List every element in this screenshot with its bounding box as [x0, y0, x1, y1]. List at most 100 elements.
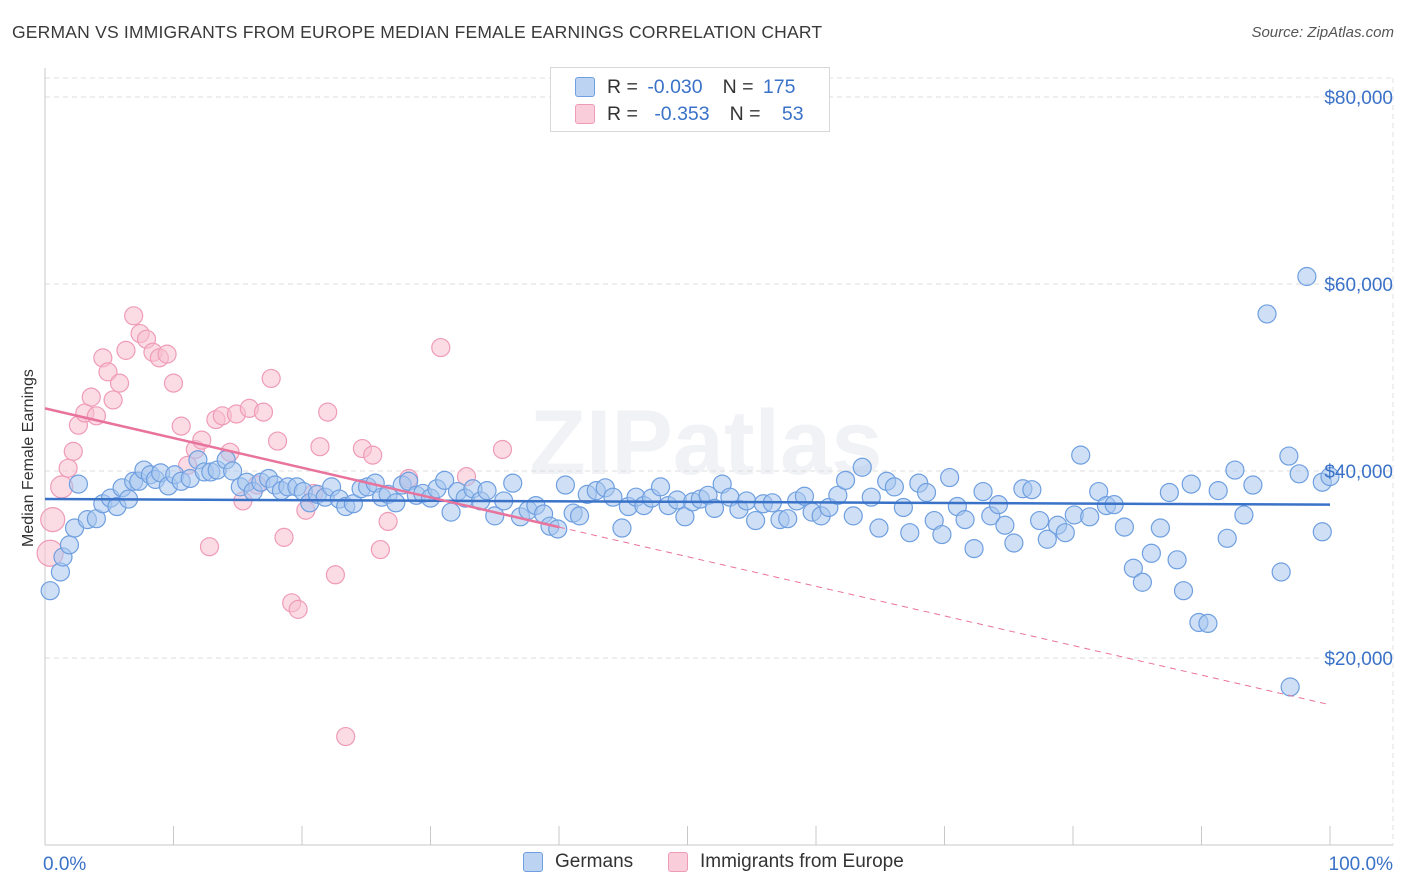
- x-tick-label-min: 0.0%: [43, 854, 86, 875]
- germans-point: [555, 475, 576, 495]
- immigrants-point: [370, 539, 390, 560]
- watermark: ZIPatlas: [530, 392, 883, 494]
- germans-point: [1159, 482, 1179, 503]
- immigrants-point: [431, 337, 451, 358]
- immigrants-points: [36, 306, 513, 747]
- immigrants-point: [40, 507, 66, 533]
- r-label: R =: [607, 102, 638, 125]
- legend-swatch-pink: [575, 104, 595, 124]
- germans-point: [1037, 529, 1057, 549]
- n-value-germans: 175: [762, 75, 796, 98]
- immigrants-swatch: [668, 852, 688, 872]
- immigrants-point: [492, 439, 513, 460]
- germans-point: [1257, 304, 1277, 324]
- germans-point: [995, 515, 1015, 535]
- immigrants-point: [378, 511, 398, 532]
- germans-point: [1198, 613, 1218, 634]
- germans-point: [778, 509, 798, 529]
- immigrants-point: [58, 458, 78, 478]
- germans-point: [40, 581, 60, 601]
- germans-point: [1167, 550, 1187, 570]
- trend-lines: [44, 407, 1331, 706]
- immigrants-point: [199, 537, 220, 557]
- n-label: N =: [729, 102, 761, 125]
- germans-point: [435, 470, 455, 490]
- germans-point: [650, 477, 671, 497]
- germans-swatch: [523, 852, 543, 872]
- germans-point: [973, 481, 993, 502]
- immigrants-point: [363, 445, 383, 465]
- germans-point: [988, 495, 1009, 515]
- germans-point: [1208, 481, 1228, 501]
- y-tick-label: $80,000: [1324, 88, 1393, 109]
- germans-point: [916, 482, 937, 503]
- x-tick-label-max: 100.0%: [1329, 854, 1394, 875]
- germans-point: [548, 519, 568, 539]
- germans-point: [1071, 445, 1091, 465]
- germans-point: [1217, 528, 1237, 548]
- germans-point: [1080, 507, 1100, 527]
- immigrants-point: [98, 362, 118, 382]
- germans-point: [1055, 523, 1075, 543]
- gridlines: [45, 77, 1394, 845]
- series-legend: Germans Immigrants from Europe: [0, 851, 1406, 879]
- immigrants-point: [267, 431, 288, 451]
- immigrants-point: [116, 340, 136, 360]
- germans-point: [1243, 475, 1263, 495]
- legend-item-germans[interactable]: Germans: [523, 851, 633, 873]
- germans-point: [503, 473, 523, 493]
- germans-point: [612, 518, 632, 538]
- germans-point: [441, 502, 461, 522]
- germans-point: [675, 507, 695, 527]
- germans-point: [794, 486, 815, 506]
- germans-point: [932, 524, 952, 545]
- y-tick-label: $40,000: [1324, 462, 1393, 483]
- legend-item-immigrants[interactable]: Immigrants from Europe: [668, 851, 904, 873]
- germans-point: [704, 498, 725, 518]
- immigrants-point: [124, 306, 144, 326]
- germans-trend-line: [44, 497, 1331, 506]
- germans-point: [223, 461, 243, 481]
- germans-point: [835, 470, 856, 490]
- legend-row-germans: R = -0.030 N = 175: [551, 73, 795, 101]
- germans-point: [1123, 558, 1143, 578]
- germans-point: [68, 474, 89, 494]
- germans-point: [884, 477, 904, 497]
- chart-title: GERMAN VS IMMIGRANTS FROM EUROPE MEDIAN …: [12, 22, 823, 42]
- immigrants-point: [310, 437, 330, 457]
- germans-points: [40, 266, 1340, 697]
- germans-point: [893, 497, 913, 518]
- immigrants-point: [81, 387, 101, 407]
- immigrants-point: [157, 344, 177, 364]
- germans-point: [1132, 572, 1152, 592]
- germans-point: [955, 510, 975, 530]
- germans-point: [59, 535, 80, 555]
- germans-point: [477, 481, 497, 501]
- germans-point: [386, 493, 406, 513]
- germans-point: [746, 510, 766, 531]
- germans-point: [569, 506, 590, 526]
- germans-point: [603, 487, 623, 507]
- germans-point: [1279, 446, 1299, 466]
- r-value-germans: -0.030: [647, 75, 703, 98]
- germans-point: [900, 523, 920, 543]
- n-label: N =: [722, 75, 754, 98]
- legend-label-immigrants: Immigrants from Europe: [700, 851, 904, 872]
- germans-point: [828, 485, 848, 505]
- immigrants-point: [325, 565, 346, 585]
- germans-point: [1004, 533, 1024, 553]
- y-tick-label: $20,000: [1324, 649, 1393, 670]
- germans-point: [1312, 522, 1332, 542]
- immigrants-point: [103, 390, 123, 410]
- source-label: Source: ZipAtlas.com: [1251, 24, 1394, 41]
- tick-labels: $20,000 $40,000 $60,000 $80,000 0.0% 100.0%: [43, 88, 1393, 875]
- legend-swatch-blue: [575, 77, 595, 97]
- r-label: R =: [607, 75, 638, 98]
- n-value-immigrants: 53: [781, 102, 804, 125]
- y-tick-label: $60,000: [1324, 275, 1393, 296]
- germans-point: [1181, 474, 1201, 494]
- legend-row-immigrants: R = -0.353 N = 53: [551, 100, 804, 128]
- germans-point: [1225, 460, 1245, 480]
- germans-point: [869, 518, 889, 538]
- germans-point: [1297, 266, 1317, 287]
